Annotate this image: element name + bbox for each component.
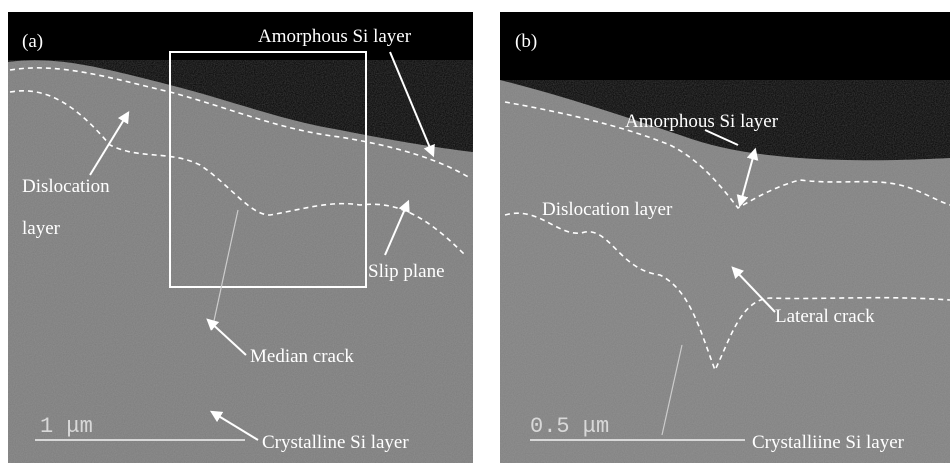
- annotation: Amorphous Si layer: [625, 111, 779, 132]
- texture: [500, 80, 950, 463]
- annotation: Crystalline Si layer: [262, 432, 409, 453]
- annotation: Dislocation: [22, 176, 110, 197]
- annotation: layer: [22, 218, 61, 239]
- annotation: Amorphous Si layer: [258, 26, 412, 47]
- scale-bar-label: 1 μm: [40, 414, 93, 439]
- panel-label: (b): [515, 31, 537, 52]
- figure: (a) Amorphous Si layer Dislocation layer…: [0, 0, 950, 463]
- panel-b: (b) Amorphous Si layer Dislocation layer…: [500, 12, 950, 463]
- scale-bar-label: 0.5 μm: [530, 414, 609, 439]
- annotation: Lateral crack: [775, 306, 875, 327]
- annotation: Dislocation layer: [542, 199, 673, 220]
- annotation: Median crack: [250, 346, 354, 367]
- panel-a: (a) Amorphous Si layer Dislocation layer…: [8, 12, 473, 463]
- annotation: Crystalliine Si layer: [752, 432, 905, 453]
- annotation: Slip plane: [368, 261, 445, 282]
- panel-label: (a): [22, 31, 43, 52]
